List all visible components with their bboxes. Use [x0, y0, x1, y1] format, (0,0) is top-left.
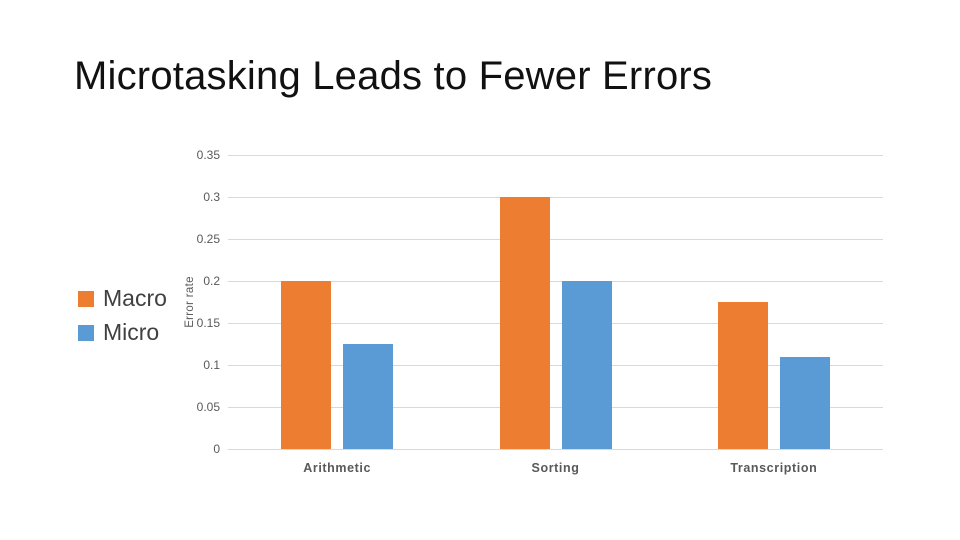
- bar-micro-sorting: [561, 281, 612, 449]
- gridline: [228, 197, 883, 198]
- gridline: [228, 365, 883, 366]
- slide-title: Microtasking Leads to Fewer Errors: [74, 54, 713, 98]
- legend-label-macro: Macro: [103, 285, 167, 311]
- bar-macro-sorting: [499, 197, 550, 449]
- legend-swatch-macro: [78, 290, 94, 307]
- gridline: [228, 239, 883, 240]
- gridline: [228, 281, 883, 282]
- gridline: [228, 407, 883, 408]
- x-axis-category-label: Transcription: [730, 461, 818, 475]
- y-axis-tick-label: 0.3: [203, 190, 220, 204]
- legend-item-macro: Macro: [78, 287, 167, 310]
- y-axis-tick-label: 0.15: [196, 316, 220, 330]
- y-axis-tick-label: 0.2: [203, 274, 220, 288]
- bar-micro-transcription: [779, 356, 830, 449]
- legend-item-micro: Micro: [78, 321, 159, 344]
- x-axis-category-label: Arithmetic: [303, 461, 372, 475]
- x-axis-category-label: Sorting: [531, 461, 580, 475]
- bar-macro-transcription: [717, 302, 768, 449]
- y-axis-tick-label: 0.35: [196, 148, 220, 162]
- legend-label-micro: Micro: [103, 319, 160, 345]
- bar-macro-arithmetic: [281, 281, 332, 449]
- y-axis-tick-label: 0: [213, 442, 220, 456]
- gridline: [228, 449, 883, 450]
- gridline: [228, 323, 883, 324]
- legend-swatch-micro: [78, 324, 94, 341]
- gridline: [228, 155, 883, 156]
- y-axis-tick-label: 0.25: [196, 232, 220, 246]
- y-axis-tick-label: 0.1: [203, 358, 220, 372]
- bar-micro-arithmetic: [343, 344, 394, 449]
- y-axis-tick-label: 0.05: [196, 400, 220, 414]
